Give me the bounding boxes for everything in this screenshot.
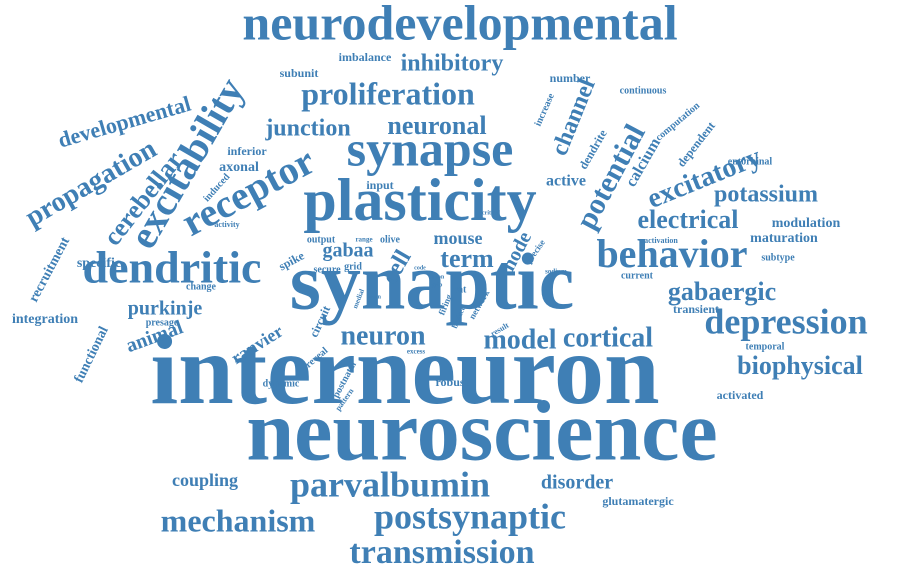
word-neuronal: neuronal [387, 111, 486, 140]
word-cortical: cortical [563, 322, 653, 353]
word-subunit: subunit [280, 66, 319, 80]
word-glutamatergic: glutamatergic [602, 494, 674, 508]
word-olive: olive [380, 234, 401, 245]
word-code: code [414, 265, 426, 271]
word-transmission: transmission [349, 534, 534, 568]
word-integration: integration [12, 312, 78, 327]
word-behavior: behavior [596, 231, 747, 276]
word-robust: robust [435, 375, 468, 389]
word-functional: functional [72, 324, 112, 385]
word-sodium: sodium [545, 268, 567, 276]
word-continuous: continuous [620, 85, 667, 96]
word-activated: activated [717, 388, 764, 402]
word-inhibitory: inhibitory [401, 51, 504, 77]
word-range: range [355, 236, 372, 244]
word-parvalbumin: parvalbumin [290, 464, 490, 504]
word-number: number [550, 71, 591, 85]
word-secure: secure [313, 264, 341, 275]
word-presage: presage [146, 317, 179, 328]
word-activation: activation [644, 236, 678, 245]
word-term: term [440, 244, 494, 273]
word-grip: grip [432, 282, 443, 288]
word-grid: grid [344, 261, 362, 272]
word-proliferation: proliferation [301, 75, 475, 111]
word-model: model [483, 324, 556, 355]
word-brain: brain [367, 294, 382, 300]
word-plasticity: plasticity [303, 167, 536, 233]
word-neuroscience: neuroscience [246, 383, 717, 479]
word-mechanism: mechanism [161, 502, 316, 538]
word-specific: specific [77, 256, 121, 271]
word-neurodevelopmental: neurodevelopmental [242, 0, 677, 50]
word-biophysical: biophysical [737, 351, 863, 380]
word-synapse: synapse [347, 120, 514, 176]
word-subtype: subtype [761, 252, 795, 263]
word-potassium: potassium [714, 182, 818, 208]
word-axonal: axonal [219, 160, 259, 175]
word-coupling: coupling [172, 470, 238, 490]
word-dynamic: dynamic [263, 378, 300, 389]
word-dendritic: dendritic [83, 242, 262, 293]
word-rat: rat [454, 284, 467, 295]
word-gabaergic: gabaergic [668, 277, 776, 306]
word-current: current [621, 270, 654, 281]
word-transient: transient [673, 302, 719, 316]
word-purkinje: purkinje [128, 298, 203, 320]
word-recruitment: recruitment [26, 235, 73, 305]
word-axon: axon [432, 274, 445, 280]
word-mouse: mouse [434, 228, 483, 248]
word-postsynaptic: postsynaptic [374, 496, 566, 536]
word-synaptic: synaptic [290, 238, 575, 326]
word-interneuron: interneuron [150, 314, 659, 425]
word-electrical: electrical [637, 205, 738, 234]
word-entorhinal: entorhinal [728, 156, 773, 167]
word-imbalance: imbalance [339, 50, 392, 64]
word-output: output [307, 234, 336, 245]
word-depression: depression [704, 301, 867, 341]
word-excess: excess [407, 348, 426, 356]
word-activity: activity [214, 220, 239, 229]
word-change: change [186, 281, 217, 292]
word-modulation: modulation [772, 216, 841, 231]
word-increase: increase [533, 91, 557, 128]
word-gabaa: gabaa [322, 240, 373, 262]
word-temporal: temporal [746, 341, 785, 352]
word-active: active [546, 173, 586, 190]
word-maturation: maturation [750, 231, 818, 246]
word-disorder: disorder [541, 472, 613, 494]
word-neuron: neuron [340, 320, 425, 351]
word-input: input [366, 178, 393, 192]
word-critical: critical [482, 210, 500, 216]
word-junction: junction [264, 116, 350, 142]
word-inferior: inferior [227, 144, 267, 158]
